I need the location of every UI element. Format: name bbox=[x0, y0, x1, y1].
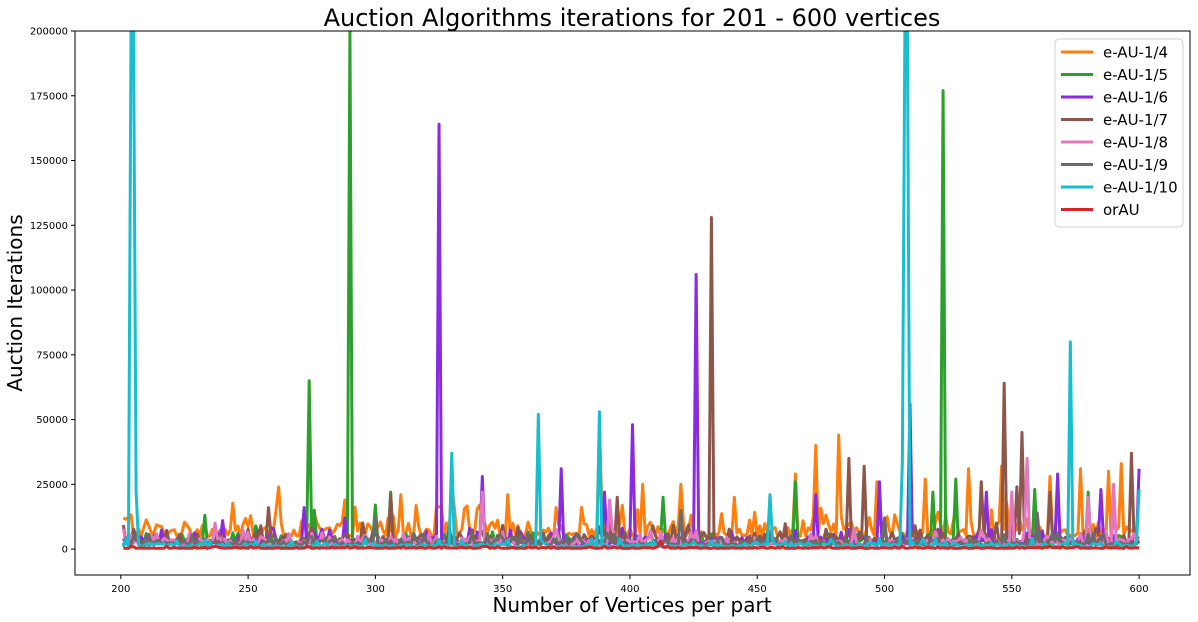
chart-title: Auction Algorithms iterations for 201 - … bbox=[324, 4, 941, 32]
y-tick-label-0: 0 bbox=[62, 545, 68, 556]
legend-label-5: e-AU-1/9 bbox=[1103, 156, 1168, 174]
legend-label-6: e-AU-1/10 bbox=[1103, 179, 1178, 197]
series-line-7 bbox=[123, 539, 1140, 550]
x-tick-label-2: 300 bbox=[366, 584, 385, 595]
y-tick-label-1: 25000 bbox=[36, 480, 68, 491]
x-axis-label: Number of Vertices per part bbox=[492, 593, 771, 617]
y-tick-label-3: 75000 bbox=[36, 350, 68, 361]
x-tick-label-3: 350 bbox=[493, 584, 512, 595]
legend: e-AU-1/4 e-AU-1/5 e-AU-1/6 e-AU-1/7 e-AU-1/8… bbox=[1054, 38, 1184, 228]
y-tick-label-4: 100000 bbox=[30, 286, 68, 297]
x-tick-label-0: 200 bbox=[111, 584, 130, 595]
legend-label-0: e-AU-1/4 bbox=[1103, 44, 1168, 62]
y-tick-label-8: 200000 bbox=[30, 27, 68, 38]
legend-label-3: e-AU-1/7 bbox=[1103, 111, 1168, 129]
series-line-6 bbox=[121, 31, 1141, 549]
legend-label-4: e-AU-1/8 bbox=[1103, 134, 1168, 152]
x-tick-label-8: 600 bbox=[1130, 584, 1149, 595]
x-tick-label-7: 550 bbox=[1002, 584, 1021, 595]
legend-label-1: e-AU-1/5 bbox=[1103, 66, 1168, 84]
y-tick-label-7: 175000 bbox=[30, 91, 68, 102]
x-tick-label-4: 400 bbox=[620, 584, 639, 595]
x-tick-label-5: 450 bbox=[748, 584, 767, 595]
plot-frame bbox=[74, 30, 1191, 576]
axes: 200 250 300 350 400 450 500 550 600 0 25000 50000 75… bbox=[30, 27, 1191, 595]
plot-area bbox=[121, 31, 1141, 550]
x-tick-label-6: 500 bbox=[875, 584, 894, 595]
legend-label-2: e-AU-1/6 bbox=[1103, 89, 1168, 107]
y-tick-label-2: 50000 bbox=[36, 415, 68, 426]
y-tick-label-5: 125000 bbox=[30, 221, 68, 232]
legend-label-7: orAU bbox=[1103, 201, 1140, 219]
y-axis-label: Auction Iterations bbox=[3, 214, 27, 391]
x-tick-label-1: 250 bbox=[239, 584, 258, 595]
y-tick-label-6: 150000 bbox=[30, 156, 68, 167]
legend-box bbox=[1054, 38, 1184, 228]
